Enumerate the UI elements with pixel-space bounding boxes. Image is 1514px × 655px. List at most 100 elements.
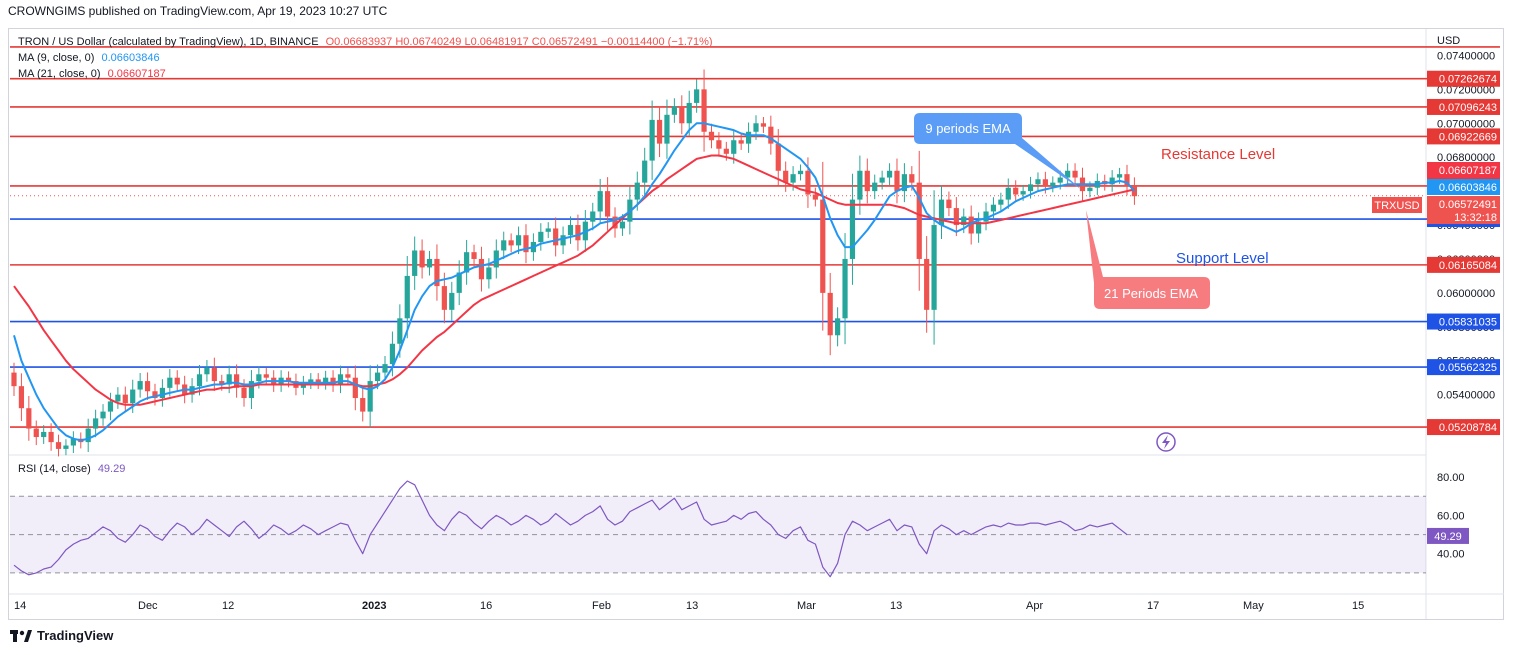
candle-body [100, 411, 106, 419]
rsi-label: RSI (14, close) [18, 463, 91, 475]
candle-body [70, 438, 76, 446]
candle-body [174, 377, 180, 385]
candle-body [864, 170, 870, 192]
candle-body [723, 148, 729, 154]
candle-body [285, 377, 292, 382]
time-tick-label: May [1243, 600, 1264, 612]
candle-body [976, 221, 982, 234]
candle-body [775, 143, 781, 171]
candle-body [1042, 179, 1048, 187]
ema21-callout [1086, 210, 1210, 309]
rsi-tick-label: 80.00 [1437, 472, 1465, 484]
candle-body [1050, 182, 1056, 187]
candle-body [419, 250, 425, 268]
candle-body [93, 418, 99, 429]
level-tag: 0.05562325 [1439, 362, 1497, 374]
candle-body [575, 225, 581, 241]
candle-body [352, 377, 358, 399]
candle-body [1035, 179, 1041, 185]
time-tick-label: 15 [1352, 600, 1364, 612]
candle-body [642, 160, 648, 183]
level-tag-bg [1427, 98, 1500, 115]
candle-body [671, 106, 677, 115]
candle-body [1057, 177, 1063, 183]
candle-body [812, 194, 818, 200]
candle-body [716, 140, 722, 149]
candle-body [115, 394, 121, 402]
ma21-tag-bg [1427, 162, 1500, 178]
tradingview-logo[interactable]: TradingView [10, 628, 113, 643]
candle-body [219, 381, 225, 385]
candle-body [612, 216, 618, 229]
candle-body [619, 221, 626, 229]
symbol-tag: TRXUSD [1374, 200, 1419, 212]
candle-body [983, 211, 989, 222]
candle-body [471, 252, 477, 259]
candle-body [597, 191, 603, 212]
candle-body [701, 89, 707, 132]
ma9-tag-bg [1427, 179, 1500, 195]
level-tag-bg [1427, 419, 1500, 436]
candle-body [315, 379, 321, 383]
rsi-tag-bg [1427, 527, 1469, 544]
candle-body [1109, 177, 1115, 185]
candle-body [456, 272, 462, 293]
candle-body [18, 386, 25, 409]
candle-body [1020, 191, 1026, 195]
candle-body [938, 199, 945, 226]
legend-ma21-row[interactable]: MA (21, close, 0) 0.06607187 [18, 68, 166, 80]
rsi-band-fill [10, 496, 1426, 573]
rsi-value: 49.29 [97, 463, 126, 475]
candle-body [842, 258, 848, 319]
symbol-tag-bg [1372, 197, 1422, 213]
candle-body [374, 372, 381, 382]
publisher-line: CROWNGIMS published on TradingView.com, … [8, 4, 388, 18]
candle-body [211, 367, 217, 382]
candle-body [1005, 187, 1011, 200]
candle-body [323, 377, 329, 383]
time-tick-label: 2023 [362, 600, 386, 612]
ohlc-values: O0.06683937 H0.06740249 L0.06481917 C0.0… [325, 36, 713, 48]
candle-body [426, 258, 433, 268]
candle-body [367, 381, 373, 412]
candle-body [656, 119, 663, 144]
candle-body [248, 381, 255, 399]
countdown-tag: 13:32:18 [1454, 212, 1497, 224]
time-tick-label: Dec [138, 600, 158, 612]
candle-body [1116, 174, 1123, 178]
candle-body [360, 398, 366, 412]
candle-body [449, 292, 455, 310]
candle-body [909, 174, 915, 183]
candle-body [545, 228, 551, 232]
legend-rsi-row[interactable]: RSI (14, close) 49.29 [18, 463, 125, 475]
legend-ma9-row[interactable]: MA (9, close, 0) 0.06603846 [18, 52, 160, 64]
last-price-tag-bg [1427, 196, 1500, 224]
rsi-band [10, 495, 1426, 574]
level-tag-bg [1427, 70, 1500, 87]
candle-body [130, 389, 136, 404]
rsi-tag: 49.29 [1434, 531, 1462, 543]
candle-body [159, 387, 165, 399]
price-tick-label: 0.05400000 [1437, 390, 1495, 402]
candle-body [493, 250, 499, 268]
time-tick-label: Feb [592, 600, 611, 612]
level-tag: 0.07262674 [1439, 74, 1497, 86]
candle-body [916, 182, 922, 259]
candle-body [738, 140, 744, 144]
candle-body [486, 267, 492, 280]
candle-body [649, 119, 655, 161]
level-tag-bg [1427, 313, 1500, 330]
chart-frame [8, 28, 1504, 620]
candle-body [886, 170, 893, 178]
candle-body [760, 123, 767, 127]
currency-label: USD [1437, 35, 1460, 47]
candle-body [397, 318, 403, 344]
candle-body [961, 216, 967, 226]
candle-body [26, 408, 32, 429]
candle-body [204, 367, 210, 375]
candle-body [590, 211, 596, 222]
time-tick-label: 12 [222, 600, 234, 612]
ema21-callout-text: 21 Periods EMA [1104, 286, 1198, 301]
rsi-series-line [13, 480, 1128, 578]
